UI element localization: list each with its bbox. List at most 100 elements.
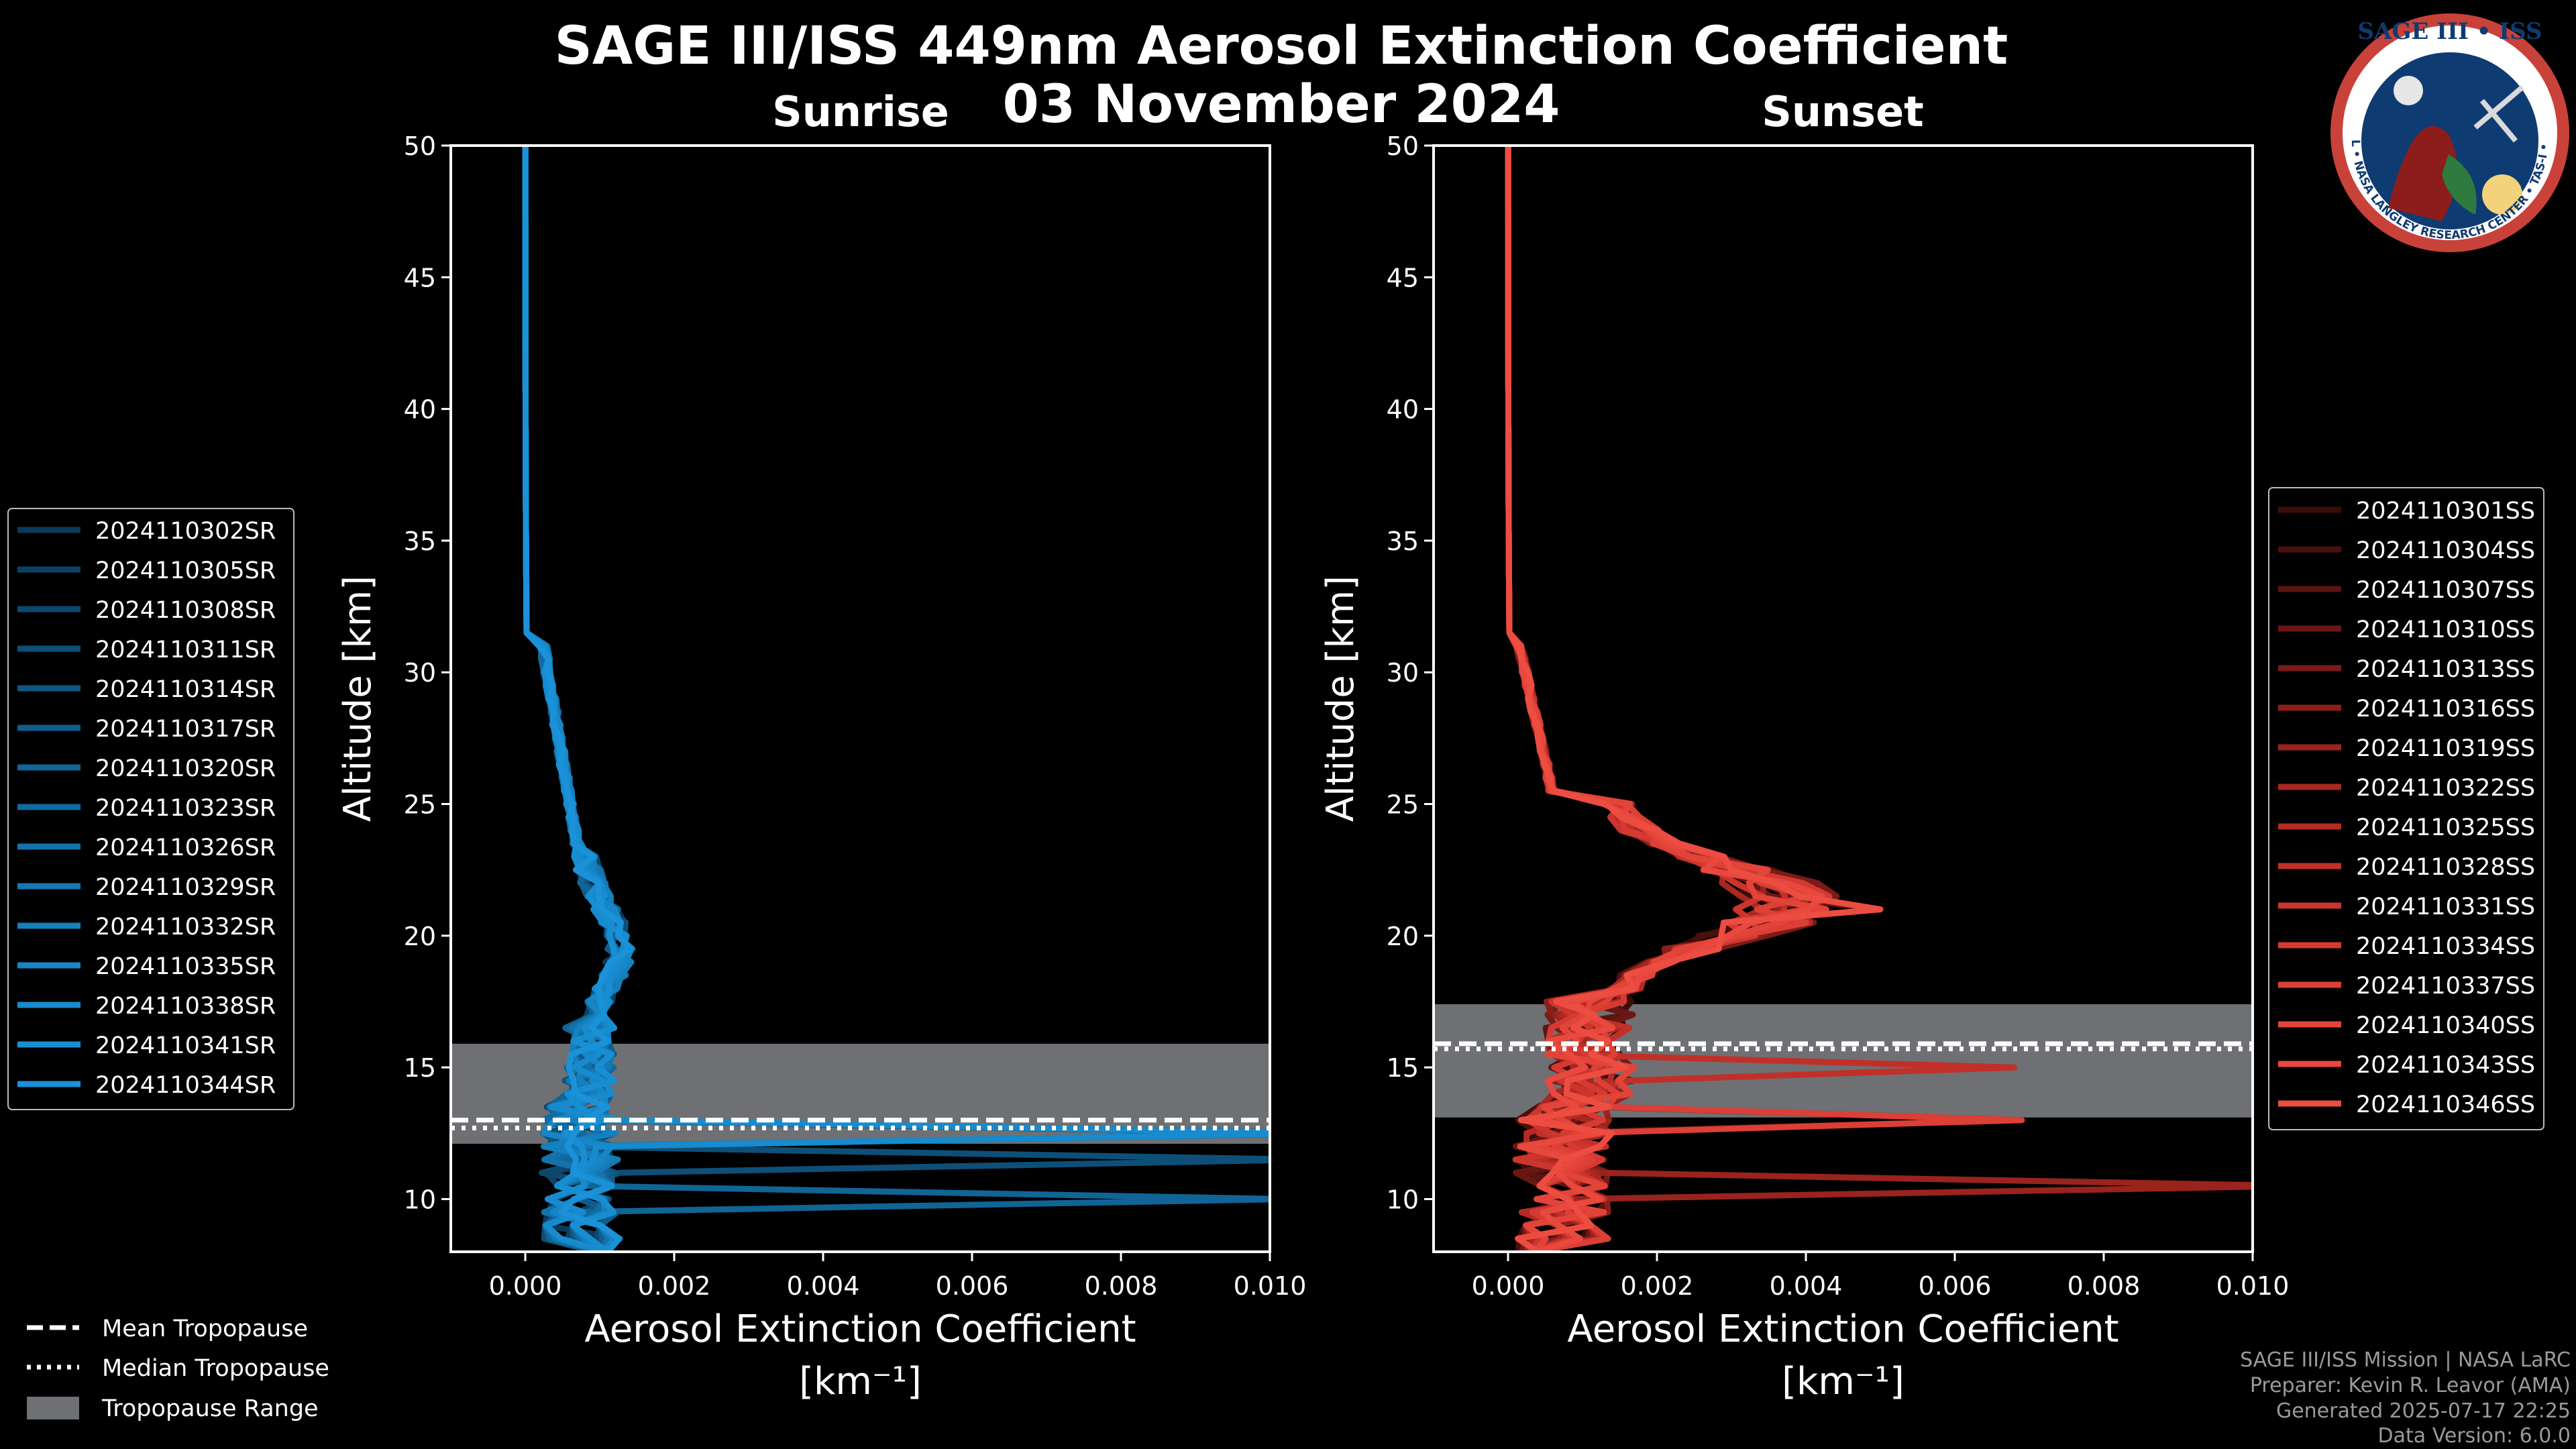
legend-label-2024110343SS: 2024110343SS — [2356, 1052, 2535, 1079]
legend-label-2024110338SR: 2024110338SR — [95, 993, 276, 1020]
sr-xaxis-units: [km⁻¹] — [799, 1360, 922, 1403]
profile-line-2024110346SS — [1505, 146, 1884, 1252]
sr-ytick-label: 35 — [404, 527, 436, 556]
ss-xtick-label: 0.000 — [1472, 1271, 1545, 1301]
sunrise-panel: 10 15 20 25 30 35 40 45 50 0.000 0.002 0.004 0.006 0.… — [336, 131, 1307, 1403]
legend-label-2024110313SS: 2024110313SS — [2356, 656, 2535, 683]
credits: SAGE III/ISS Mission | NASA LaRC Prepare… — [2240, 1348, 2571, 1448]
legend-label-2024110325SS: 2024110325SS — [2356, 814, 2535, 841]
ss-xtick-label: 0.004 — [1770, 1271, 1843, 1301]
figure-title: SAGE III/ISS 449nm Aerosol Extinction Co… — [555, 16, 2008, 76]
sr-ytick-label: 10 — [404, 1185, 436, 1214]
sr-profiles — [522, 146, 1270, 1252]
sr-ytick-label: 15 — [404, 1053, 436, 1083]
sr-ytick-label: 45 — [404, 263, 436, 292]
legend-label-2024110337SS: 2024110337SS — [2356, 973, 2535, 1000]
tropopause-range-swatch — [27, 1397, 79, 1419]
legend-label-2024110331SS: 2024110331SS — [2356, 894, 2535, 920]
ss-ytick-label: 10 — [1387, 1185, 1419, 1214]
figure-date: 03 November 2024 — [1002, 74, 1560, 135]
sr-xaxis-label: Aerosol Extinction Coefficient — [584, 1307, 1136, 1351]
legend-label-2024110310SS: 2024110310SS — [2356, 616, 2535, 643]
credit-mission: SAGE III/ISS Mission | NASA LaRC — [2240, 1348, 2571, 1372]
logo-station-shape — [2473, 85, 2524, 143]
sr-ytick-label: 20 — [404, 922, 436, 951]
credit-data-version: Data Version: 6.0.0 — [2378, 1424, 2571, 1448]
ss-xaxis-units: [km⁻¹] — [1782, 1360, 1904, 1403]
sr-xtick-label: 0.000 — [489, 1271, 562, 1301]
ss-ytick-label: 40 — [1387, 395, 1419, 425]
legend-label-2024110335SR: 2024110335SR — [95, 953, 276, 980]
ss-ytick-label: 35 — [1387, 527, 1419, 556]
sunrise-legend: 2024110302SR 2024110305SR 2024110308SR 2024… — [7, 508, 294, 1110]
logo-moon-shape — [2394, 76, 2423, 105]
sunrise-panel-title: Sunrise — [772, 87, 949, 136]
legend-label-2024110323SR: 2024110323SR — [95, 795, 276, 822]
ss-xtick-label: 0.002 — [1621, 1271, 1694, 1301]
sr-xtick-label: 0.002 — [638, 1271, 711, 1301]
sr-yaxis-label: Altitude [km] — [336, 576, 380, 822]
ss-yaxis-label: Altitude [km] — [1319, 576, 1362, 822]
logo-earth-shape — [2442, 154, 2477, 215]
sr-xtick-label: 0.008 — [1085, 1271, 1158, 1301]
median-tropopause-label: Median Tropopause — [102, 1355, 329, 1382]
legend-label-2024110304SS: 2024110304SS — [2356, 537, 2535, 564]
legend-label-2024110302SR: 2024110302SR — [95, 518, 276, 545]
legend-label-2024110328SS: 2024110328SS — [2356, 854, 2535, 881]
sr-ytick-label: 30 — [404, 658, 436, 688]
logo-top-text: SAGE III • ISS — [2357, 18, 2542, 45]
ss-ytick-label: 30 — [1387, 658, 1419, 688]
ss-xaxis-label: Aerosol Extinction Coefficient — [1567, 1307, 2118, 1351]
legend-label-2024110344SR: 2024110344SR — [95, 1072, 276, 1099]
profile-line-2024110344SR — [522, 146, 634, 1252]
sunset-panel-title: Sunset — [1762, 87, 1924, 136]
legend-label-2024110316SS: 2024110316SS — [2356, 696, 2535, 722]
ss-xtick-label: 0.006 — [1919, 1271, 1992, 1301]
legend-label-2024110311SR: 2024110311SR — [95, 637, 276, 663]
sr-xtick-label: 0.006 — [936, 1271, 1009, 1301]
legend-label-2024110317SR: 2024110317SR — [95, 716, 276, 743]
legend-label-2024110319SS: 2024110319SS — [2356, 735, 2535, 762]
legend-label-2024110334SS: 2024110334SS — [2356, 933, 2535, 960]
legend-label-2024110320SR: 2024110320SR — [95, 755, 276, 782]
sunset-legend-frame — [2268, 487, 2544, 1130]
credit-preparer: Preparer: Kevin R. Leavor (AMA) — [2250, 1374, 2571, 1397]
legend-label-2024110301SS: 2024110301SS — [2356, 498, 2535, 525]
mean-tropopause-label: Mean Tropopause — [102, 1316, 308, 1342]
legend-label-2024110329SR: 2024110329SR — [95, 874, 276, 901]
ss-plot-frame — [1432, 144, 2254, 1253]
ss-ytick-label: 50 — [1387, 131, 1419, 161]
legend-label-2024110341SR: 2024110341SR — [95, 1032, 276, 1059]
legend-label-2024110326SR: 2024110326SR — [95, 835, 276, 861]
legend-label-2024110322SS: 2024110322SS — [2356, 775, 2535, 802]
ss-ytick-label: 45 — [1387, 263, 1419, 292]
sr-ytick-label: 40 — [404, 395, 436, 425]
logo-sun-shape — [2482, 174, 2522, 215]
tropopause-range-label: Tropopause Range — [101, 1395, 319, 1422]
credit-generated: Generated 2025-07-17 22:25 — [2276, 1399, 2571, 1423]
legend-label-2024110332SR: 2024110332SR — [95, 914, 276, 941]
legend-label-2024110314SR: 2024110314SR — [95, 676, 276, 703]
sunset-panel: 10 15 20 25 30 35 40 45 50 0.000 0.002 0.004 0.006 0.… — [1319, 131, 2290, 1403]
ss-ytick-label: 25 — [1387, 790, 1419, 820]
sr-xtick-label: 0.004 — [787, 1271, 860, 1301]
sr-xtick-label: 0.010 — [1234, 1271, 1307, 1301]
legend-label-2024110346SS: 2024110346SS — [2356, 1091, 2535, 1118]
logo-figure-shape — [2388, 126, 2457, 221]
ss-ytick-label: 15 — [1387, 1053, 1419, 1083]
ss-xtick-label: 0.008 — [2068, 1271, 2141, 1301]
ss-xtick-label: 0.010 — [2216, 1271, 2290, 1301]
sr-ytick-label: 50 — [404, 131, 436, 161]
ss-ytick-label: 20 — [1387, 922, 1419, 951]
tropopause-legend: Mean Tropopause Median Tropopause Tropop… — [27, 1316, 329, 1422]
sunset-legend: 2024110301SS 2024110304SS 2024110307SS 2024… — [2268, 487, 2544, 1130]
sr-plot-frame — [449, 144, 1271, 1253]
ss-profiles — [1505, 146, 2253, 1252]
legend-label-2024110305SR: 2024110305SR — [95, 557, 276, 584]
sunrise-legend-frame — [7, 508, 294, 1110]
legend-label-2024110308SR: 2024110308SR — [95, 597, 276, 624]
legend-label-2024110340SS: 2024110340SS — [2356, 1012, 2535, 1039]
legend-label-2024110307SS: 2024110307SS — [2356, 577, 2535, 604]
sr-ytick-label: 25 — [404, 790, 436, 820]
